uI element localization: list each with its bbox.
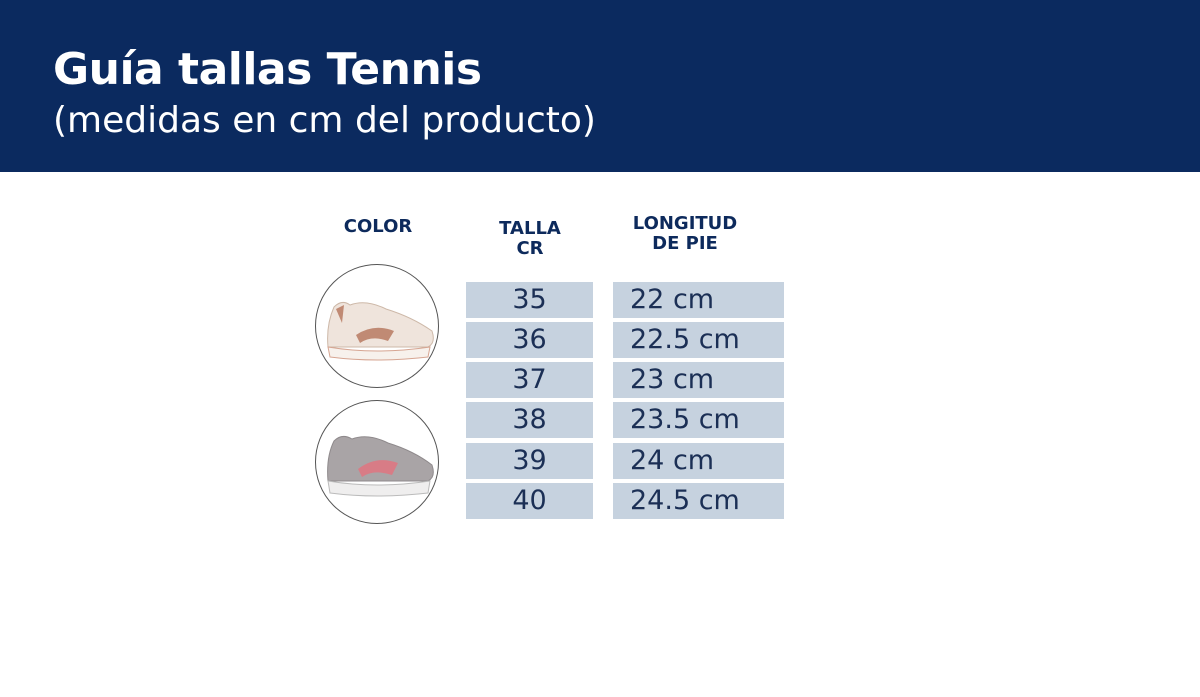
length-cell: 24 cm bbox=[613, 443, 784, 479]
length-cell: 22.5 cm bbox=[613, 322, 784, 358]
beige-shoe-icon bbox=[327, 301, 434, 361]
page-subtitle: (medidas en cm del producto) bbox=[53, 100, 596, 141]
length-cell: 23.5 cm bbox=[613, 402, 784, 438]
color-swatch-gray bbox=[315, 400, 439, 524]
size-cell: 36 bbox=[466, 322, 593, 358]
color-swatch-beige bbox=[315, 264, 439, 388]
column-header-size: TALLA CR bbox=[480, 219, 580, 259]
size-cell: 37 bbox=[466, 362, 593, 398]
length-cell: 22 cm bbox=[613, 282, 784, 318]
length-cell: 23 cm bbox=[613, 362, 784, 398]
header-banner: Guía tallas Tennis (medidas en cm del pr… bbox=[0, 0, 1200, 172]
column-header-size-text: TALLA CR bbox=[499, 218, 561, 259]
size-cell: 38 bbox=[466, 402, 593, 438]
size-cell: 35 bbox=[466, 282, 593, 318]
length-cell: 24.5 cm bbox=[613, 483, 784, 519]
column-header-color: COLOR bbox=[343, 216, 413, 237]
gray-shoe-icon bbox=[327, 435, 434, 497]
column-header-length: LONGITUD DE PIE bbox=[620, 214, 750, 254]
column-header-length-text: LONGITUD DE PIE bbox=[632, 213, 738, 254]
size-cell: 39 bbox=[466, 443, 593, 479]
size-cell: 40 bbox=[466, 483, 593, 519]
page-title: Guía tallas Tennis bbox=[53, 44, 482, 95]
